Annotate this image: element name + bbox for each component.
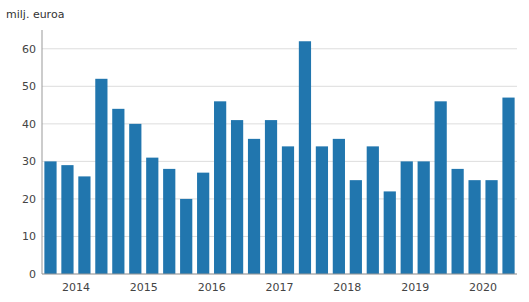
bar [231,120,243,274]
y-axis-line [42,30,43,274]
bar [265,120,277,274]
bar [146,158,158,274]
bar [282,146,294,274]
bar [44,161,56,274]
y-tick-label: 20 [22,193,36,206]
x-tick-label: 2019 [401,281,429,294]
bar [452,169,464,274]
x-axis-line [42,274,517,275]
y-grid [42,49,517,274]
x-tick-label: 2014 [62,281,90,294]
bar [485,180,497,274]
x-tick-label: 2015 [130,281,158,294]
bar [401,161,413,274]
bar [112,109,124,274]
bars [44,41,514,274]
grid-line [42,274,517,275]
x-tick-label: 2017 [266,281,294,294]
x-tick-label: 2018 [333,281,361,294]
y-tick-label: 10 [22,230,36,243]
grid-line [42,86,517,87]
bar [95,79,107,274]
y-tick-label: 0 [29,268,36,281]
bar [435,101,447,274]
bar [180,199,192,274]
bar [350,180,362,274]
y-tick-label: 30 [22,155,36,168]
grid-line [42,48,517,49]
bar [316,146,328,274]
bar [367,146,379,274]
bar [248,139,260,274]
y-axis-label: milj. euroa [6,8,64,21]
bar [333,139,345,274]
chart: 0 10 20 30 40 50 60 2014 2015 2016 2017 2018 2019 202… [0,0,529,302]
x-tick-label: 2020 [469,281,497,294]
bar [61,165,73,274]
bar [384,191,396,274]
bar [418,161,430,274]
bar [502,98,514,274]
bar [197,173,209,274]
bar [468,180,480,274]
bar [299,41,311,274]
bar [129,124,141,274]
y-tick-label: 60 [22,43,36,56]
x-tick-label: 2016 [198,281,226,294]
bar [78,176,90,274]
bar [214,101,226,274]
bar [163,169,175,274]
y-tick-label: 50 [22,80,36,93]
y-tick-label: 40 [22,118,36,131]
